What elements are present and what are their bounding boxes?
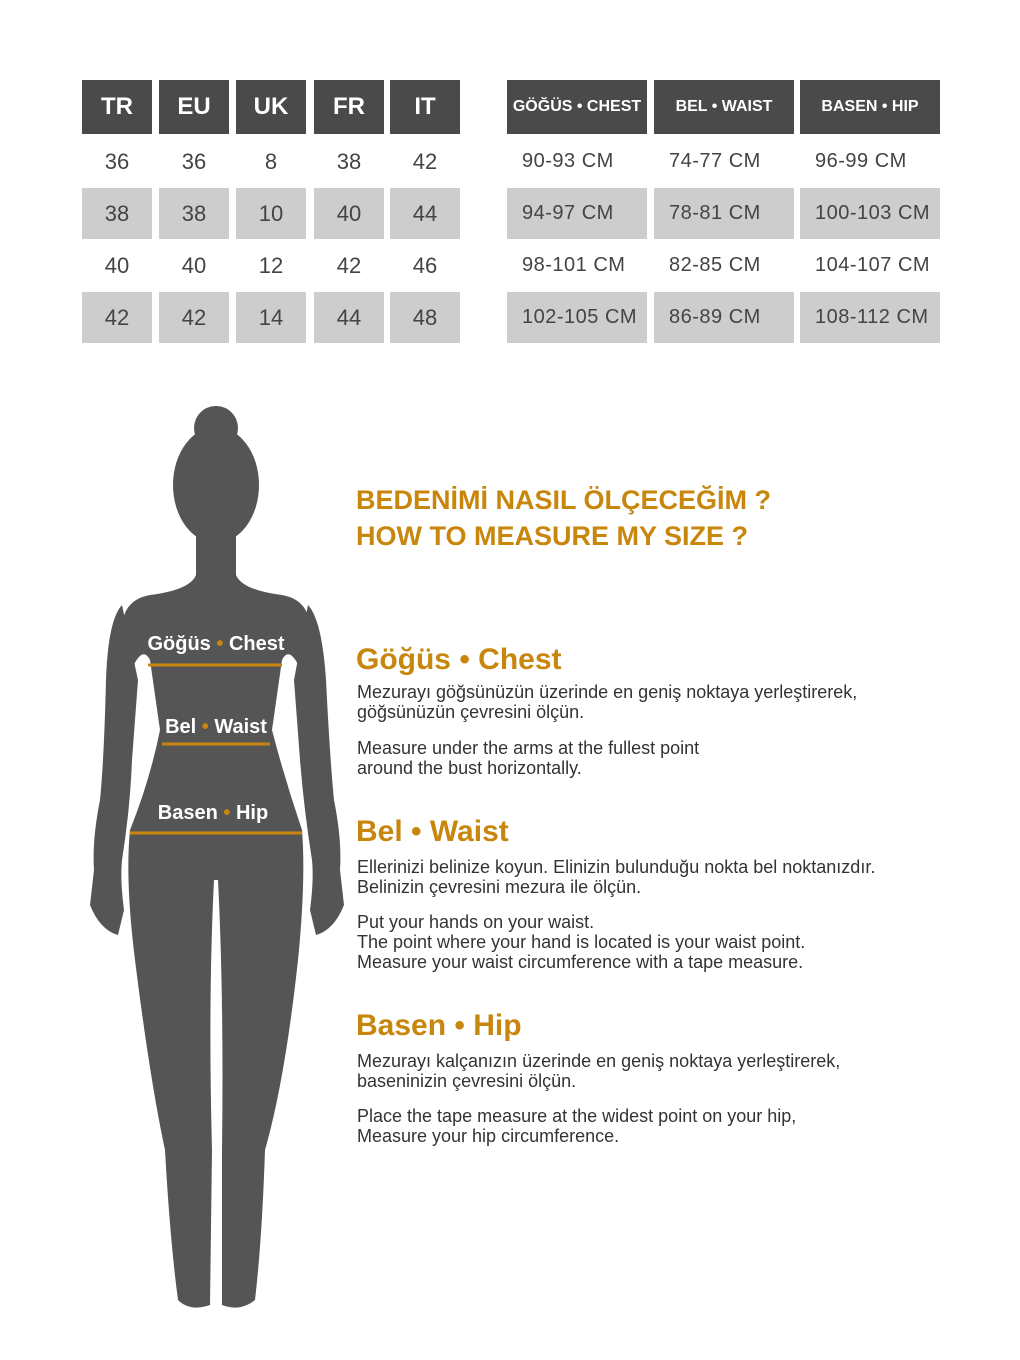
size-cell: 42 xyxy=(412,148,438,174)
measure-header-cell: BASEN • HIP xyxy=(800,80,940,134)
measure-cell: 78-81 CM xyxy=(654,188,794,239)
section-hip-en: Place the tape measure at the widest poi… xyxy=(357,1106,797,1146)
measure-cell: 104-107 CM xyxy=(815,254,931,276)
section-waist-title: Bel • Waist xyxy=(356,815,509,848)
bullet: • xyxy=(223,802,231,824)
size-cell: 8 xyxy=(264,148,278,174)
heading-tr: BEDENİMİ NASIL ÖLÇECEĞİM ? xyxy=(356,485,772,515)
label-tr: Göğüs xyxy=(147,633,211,655)
size-cell: 14 xyxy=(236,292,306,343)
size-cell: 38 xyxy=(159,188,229,239)
measure-cell: 74-77 CM xyxy=(669,150,761,172)
heading-en: HOW TO MEASURE MY SIZE ? xyxy=(356,521,749,551)
measure-cell: 82-85 CM xyxy=(669,254,761,276)
size-cell: 40 xyxy=(314,188,384,239)
section-waist-tr: Ellerinizi belinize koyun. Elinizin bulu… xyxy=(357,857,876,897)
label-en: Waist xyxy=(214,716,267,738)
measure-cell: 102-105 CM xyxy=(507,292,647,343)
size-cell: 42 xyxy=(159,292,229,343)
figure-hip-label: Basen • Hip xyxy=(113,802,313,825)
size-cell: 10 xyxy=(236,188,306,239)
bullet: • xyxy=(216,633,224,655)
section-chest-en: Measure under the arms at the fullest po… xyxy=(357,738,700,778)
label-tr: Basen xyxy=(157,802,218,824)
section-chest-title: Göğüs • Chest xyxy=(356,643,562,676)
label-en: Hip xyxy=(235,802,269,824)
torso-legs xyxy=(122,530,310,1308)
size-cell: 44 xyxy=(314,292,384,343)
size-header-cell: UK xyxy=(236,80,306,134)
section-hip-tr: Mezurayı kalçanızın üzerinde en geniş no… xyxy=(357,1051,841,1091)
left-arm xyxy=(90,605,138,935)
section-hip-title: Basen • Hip xyxy=(356,1009,522,1042)
size-header-cell: EU xyxy=(159,80,229,134)
measure-cell: 100-103 CM xyxy=(800,188,940,239)
right-arm xyxy=(294,605,344,935)
measure-cell: 96-99 CM xyxy=(815,150,907,172)
section-chest-tr: Mezurayı göğsünüzün üzerinde en geniş no… xyxy=(357,682,858,722)
section-waist-en: Put your hands on your waist. The point … xyxy=(357,912,806,972)
size-header-cell: TR xyxy=(82,80,152,134)
measure-cell: 86-89 CM xyxy=(654,292,794,343)
measure-cell: 98-101 CM xyxy=(522,254,626,276)
size-header-cell: IT xyxy=(390,80,460,134)
label-en: Chest xyxy=(228,633,285,655)
size-cell: 40 xyxy=(181,252,207,278)
size-cell: 44 xyxy=(390,188,460,239)
size-cell: 36 xyxy=(181,148,207,174)
bullet: • xyxy=(201,716,209,738)
size-header-cell: FR xyxy=(314,80,384,134)
size-cell: 40 xyxy=(104,252,130,278)
measure-cell: 90-93 CM xyxy=(522,150,614,172)
measure-header-cell: BEL • WAIST xyxy=(654,80,794,134)
head xyxy=(173,427,259,543)
measure-cell: 94-97 CM xyxy=(507,188,647,239)
size-cell: 12 xyxy=(258,252,284,278)
measure-header-cell: GÖĞÜS • CHEST xyxy=(507,80,647,134)
label-tr: Bel xyxy=(165,716,197,738)
size-cell: 38 xyxy=(82,188,152,239)
figure-chest-label: Göğüs • Chest xyxy=(116,633,316,656)
size-cell: 38 xyxy=(336,148,362,174)
size-cell: 48 xyxy=(390,292,460,343)
figure-waist-label: Bel • Waist xyxy=(116,716,316,739)
measure-cell: 108-112 CM xyxy=(800,292,940,343)
size-cell: 36 xyxy=(104,148,130,174)
size-cell: 42 xyxy=(336,252,362,278)
size-cell: 46 xyxy=(412,252,438,278)
size-cell: 42 xyxy=(82,292,152,343)
